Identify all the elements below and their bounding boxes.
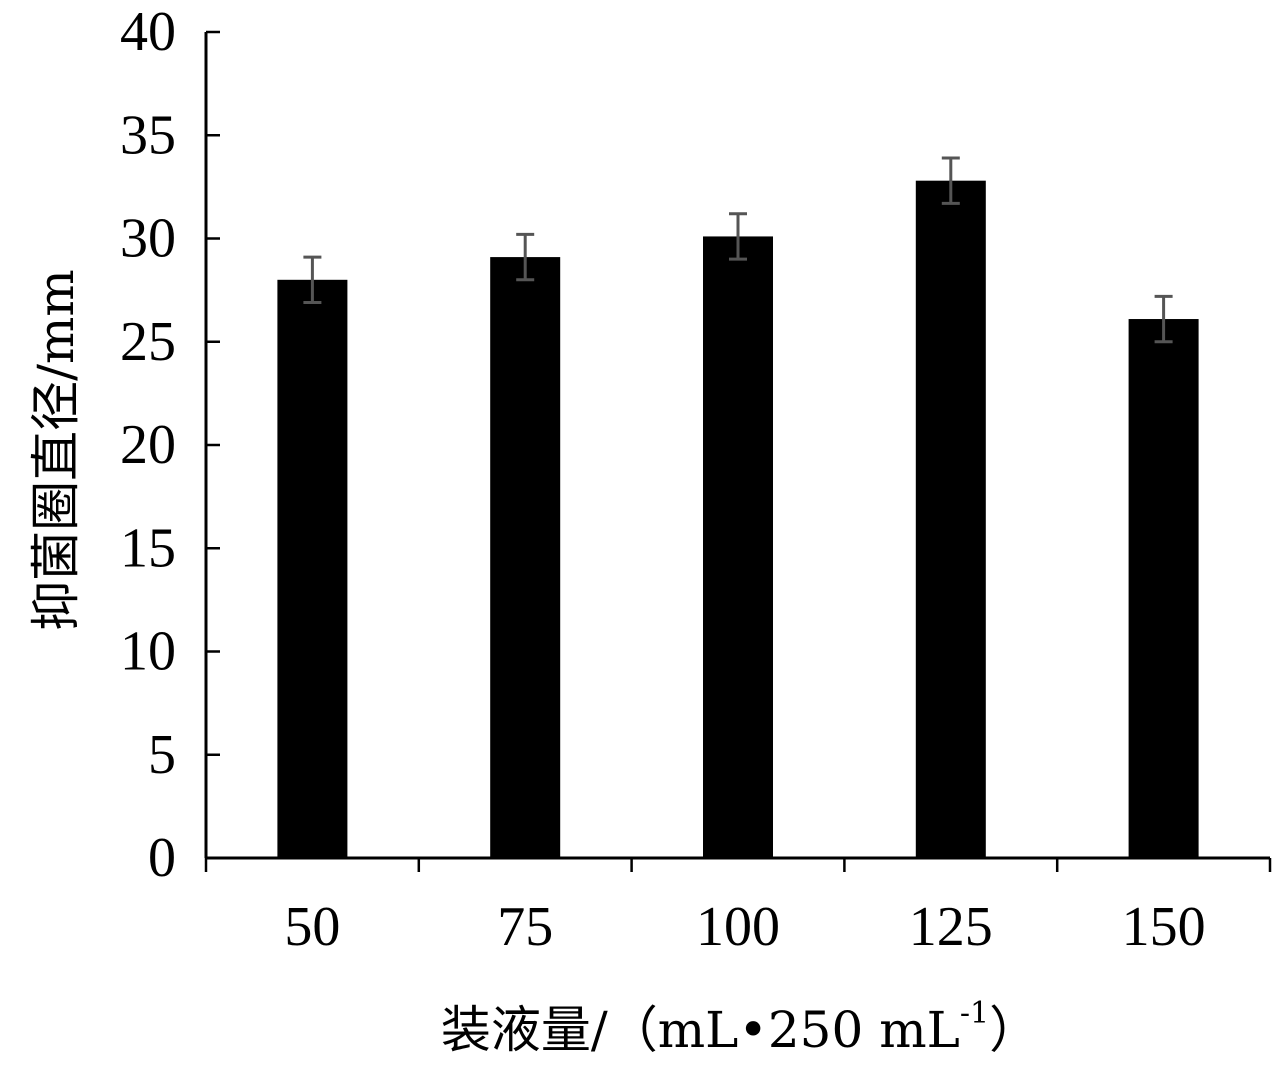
bar: [277, 279, 348, 858]
x-axis: 50 75 100 125 150: [204, 856, 1272, 958]
x-axis-title-main: 装液量/（mL•250 mL: [441, 1001, 960, 1059]
x-axis-title-superscript: -1: [960, 996, 989, 1031]
y-tick-label: 30: [120, 208, 176, 270]
x-tick-label: 100: [696, 896, 780, 958]
y-tick-label: 35: [120, 104, 176, 166]
bars-group: [277, 180, 1199, 859]
bar: [490, 257, 561, 859]
bar: [915, 180, 986, 858]
y-tick-label: 15: [120, 517, 176, 579]
x-axis-title-close: ）: [989, 1001, 1039, 1059]
x-tick-label: 50: [284, 896, 340, 958]
bar: [1128, 319, 1199, 858]
y-axis: 0 5 10 15 20 25 30 35 40: [120, 1, 220, 889]
y-tick-label: 20: [120, 414, 176, 476]
x-tick-label: 75: [497, 896, 553, 958]
y-tick-label: 5: [148, 724, 176, 786]
bar: [703, 236, 773, 858]
y-axis-title: 抑菌圈直径/mm: [27, 269, 85, 631]
y-tick-label: 40: [120, 1, 176, 63]
x-tick-label: 150: [1122, 896, 1206, 958]
x-tick-label: 125: [909, 896, 993, 958]
y-tick-label: 0: [148, 827, 176, 889]
error-bars-group: [303, 156, 1173, 344]
y-tick-label: 10: [120, 621, 176, 683]
x-axis-title: 装液量/（mL•250 mL-1）: [441, 996, 1039, 1059]
y-tick-label: 25: [120, 311, 176, 373]
